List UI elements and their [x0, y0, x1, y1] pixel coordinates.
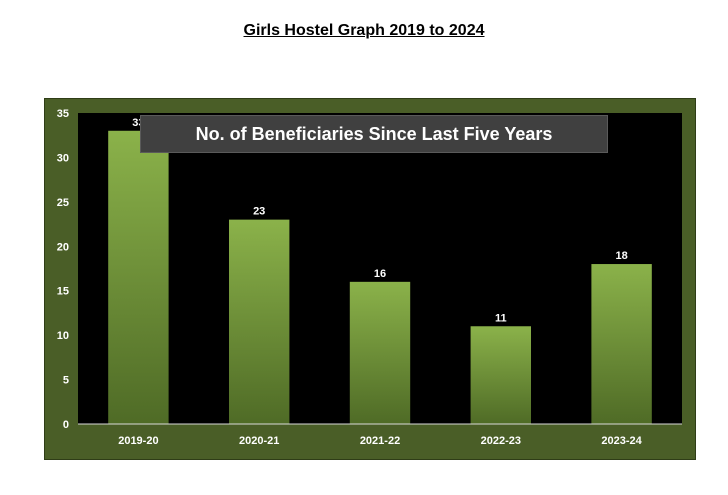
y-tick-label: 5 [63, 375, 69, 387]
data-label: 16 [374, 268, 386, 280]
bar-2019-20 [108, 130, 169, 424]
bar-2022-23 [470, 326, 531, 424]
x-axis: 2019-20 2020-21 2021-22 2022-23 2023-24 [78, 423, 682, 447]
bar-2023-24 [591, 264, 652, 424]
x-tick-label: 2021-22 [360, 435, 400, 447]
y-tick-label: 35 [57, 108, 69, 120]
y-tick-label: 25 [57, 197, 69, 209]
y-tick-label: 10 [57, 330, 69, 342]
data-label: 33 [132, 117, 144, 129]
bar-2020-21 [229, 219, 290, 424]
y-axis: 0 5 10 15 20 25 30 35 [57, 108, 69, 431]
bar-2021-22 [349, 281, 411, 424]
x-tick-label: 2022-23 [481, 435, 521, 447]
page-title: Girls Hostel Graph 2019 to 2024 [243, 22, 485, 39]
x-tick-label: 2019-20 [118, 435, 158, 447]
bars: 33 23 16 11 18 [108, 117, 652, 424]
x-tick-label: 2023-24 [601, 435, 642, 447]
y-tick-label: 30 [57, 152, 69, 164]
data-label: 11 [495, 312, 507, 324]
y-tick-label: 15 [57, 286, 69, 298]
chart-title: No. of Beneficiaries Since Last Five Yea… [140, 115, 608, 153]
data-label: 18 [615, 250, 627, 262]
y-tick-label: 20 [57, 241, 69, 253]
y-tick-label: 0 [63, 419, 69, 431]
data-label: 23 [253, 206, 265, 218]
x-tick-label: 2020-21 [239, 435, 279, 447]
